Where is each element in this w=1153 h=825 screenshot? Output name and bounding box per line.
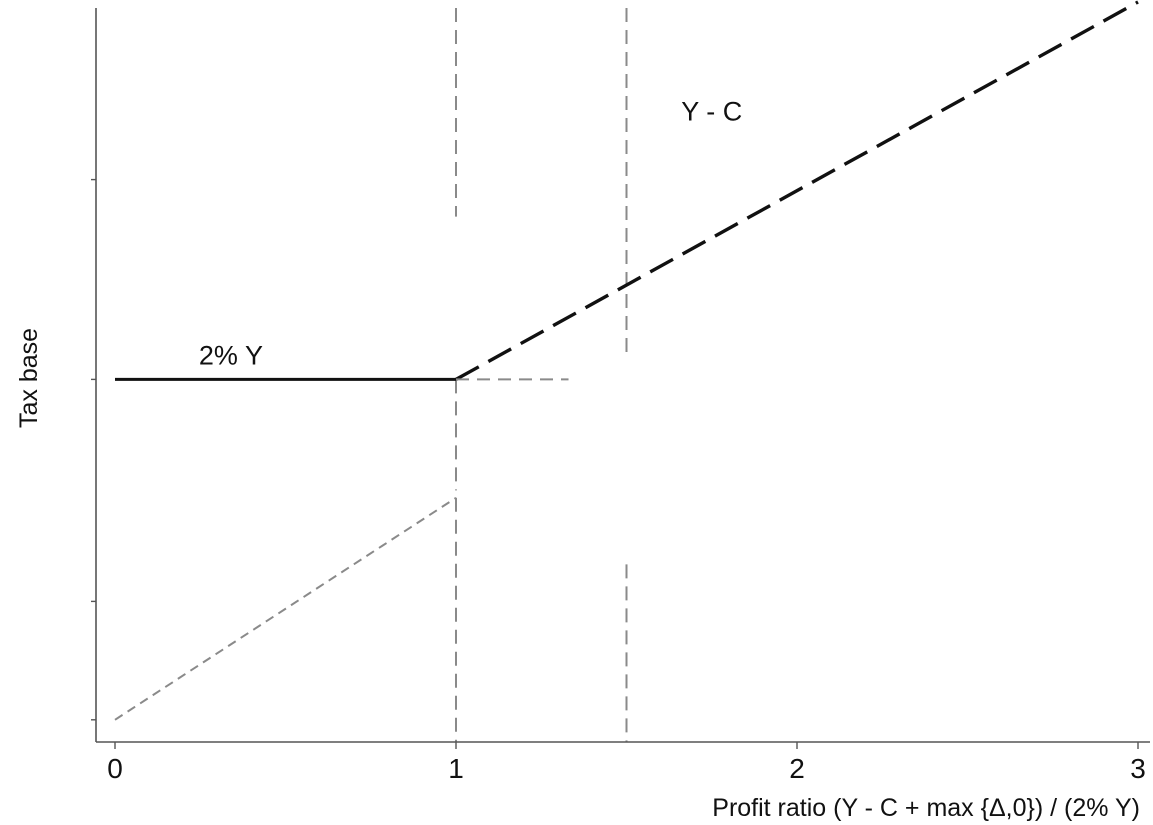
- x-tick-label: 3: [1130, 753, 1146, 784]
- axes-layer: 0 1 2 3: [91, 8, 1150, 784]
- x-axis-title: Profit ratio (Y - C + max {Δ,0}) / (2% Y…: [712, 794, 1140, 822]
- annotation-2pct-y: 2% Y: [199, 341, 263, 371]
- annotation-layer: 2% Y Y - C: [199, 96, 742, 370]
- y-axis-title: Tax base: [15, 328, 43, 428]
- x-tick-label: 2: [789, 753, 805, 784]
- x-tick-label: 1: [448, 753, 464, 784]
- annotation-y-minus-c: Y - C: [681, 96, 742, 126]
- series-grey-diagonal-dashed: [114, 496, 457, 721]
- series-layer: [114, 0, 1139, 742]
- series-y-minus-c-dashed: [455, 0, 1139, 381]
- x-tick-label: 0: [107, 753, 123, 784]
